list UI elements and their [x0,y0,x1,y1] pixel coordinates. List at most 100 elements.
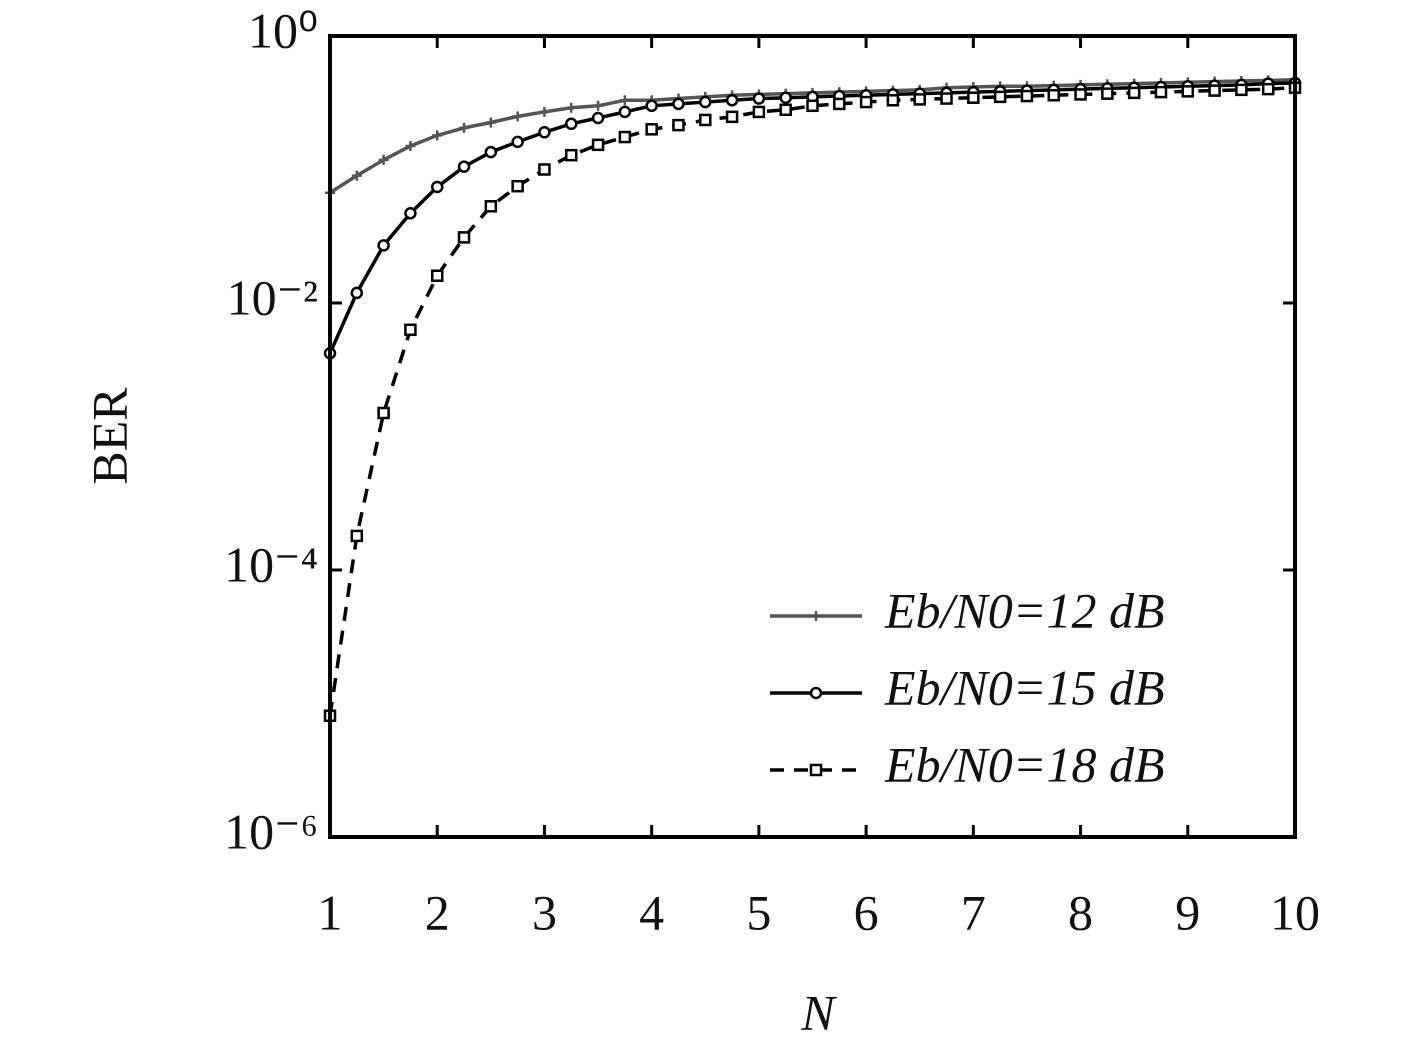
marker [811,611,821,621]
marker [806,99,819,113]
marker [967,91,980,104]
marker [833,97,846,111]
marker [752,105,766,119]
marker [1047,88,1060,102]
marker [1235,83,1248,97]
x-tick-label: 9 [1175,884,1200,940]
marker [1208,84,1221,97]
marker-shape [351,170,362,181]
marker [484,145,498,159]
marker [645,99,658,113]
marker [1020,89,1034,103]
y-axis-label: BER [81,387,137,485]
y-tick-label: 10⁻⁶ [224,803,318,859]
marker [1127,86,1141,100]
marker [1181,85,1195,98]
y-tick-label: 10⁻² [227,269,318,325]
marker-shape [593,100,604,111]
marker [430,180,444,194]
marker [672,97,685,111]
marker [913,93,926,106]
marker [430,269,444,282]
legend-label: Eb/N0=15 dB [884,659,1165,715]
marker [1261,82,1275,96]
marker-shape [811,611,821,621]
marker [809,763,823,777]
marker-shape [459,122,470,133]
marker [538,163,551,176]
marker [618,105,632,119]
legend: Eb/N0=12 dB Eb/N0=15 dB Eb/N0=18 dB [770,582,1165,792]
marker [809,686,823,700]
marker [459,122,470,133]
marker-shape [566,102,577,113]
marker-shape [378,154,389,165]
marker [1074,88,1087,101]
marker [886,94,900,107]
x-tick-label: 4 [639,884,664,940]
marker-shape [432,130,443,141]
marker [779,91,792,104]
marker [725,110,739,124]
marker [404,207,417,220]
legend-label: Eb/N0=18 dB [884,736,1165,792]
marker [1154,85,1168,99]
marker [993,90,1007,104]
marker [699,95,712,109]
marker [485,117,496,128]
marker [432,130,443,141]
marker-shape [405,140,416,151]
marker [591,111,605,125]
plot-frame [328,34,1297,839]
marker [484,200,498,213]
marker [725,94,739,107]
marker [539,106,550,117]
marker [404,323,417,337]
x-tick-label: 10 [1270,884,1320,940]
marker [405,140,416,151]
x-tick-label: 2 [425,884,450,940]
marker [512,111,523,122]
y-tick-label: 10⁰ [248,2,318,58]
marker [672,118,685,132]
marker-shape [619,95,630,106]
marker [457,160,471,173]
series-line [328,81,1296,355]
marker [351,170,362,181]
marker [859,95,873,109]
x-tick-label: 3 [532,884,557,940]
marker [619,95,630,106]
marker-shape [512,111,523,122]
marker [940,92,953,105]
marker [377,406,390,420]
marker [566,102,577,113]
marker [511,135,524,149]
marker-shape [485,117,496,128]
marker [699,113,712,127]
marker [511,179,524,193]
marker [538,126,551,139]
marker [350,529,364,543]
x-tick-label: 8 [1068,884,1093,940]
y-tick-label: 10⁻⁴ [224,536,318,592]
x-axis-label: N [800,984,837,1040]
marker [377,239,390,252]
marker [591,138,605,152]
marker [645,123,658,136]
x-tick-label: 7 [961,884,986,940]
legend-label: Eb/N0=12 dB [884,582,1165,638]
marker [565,117,578,131]
x-tick-label: 5 [746,884,771,940]
marker [752,92,766,105]
marker [1101,87,1114,100]
marker-shape [539,106,550,117]
x-tick-label: 6 [854,884,879,940]
marker [378,154,389,165]
x-tick-label: 1 [318,884,343,940]
marker [565,148,578,162]
marker [350,286,364,300]
marker [593,100,604,111]
marker [457,231,471,244]
marker [779,103,792,117]
